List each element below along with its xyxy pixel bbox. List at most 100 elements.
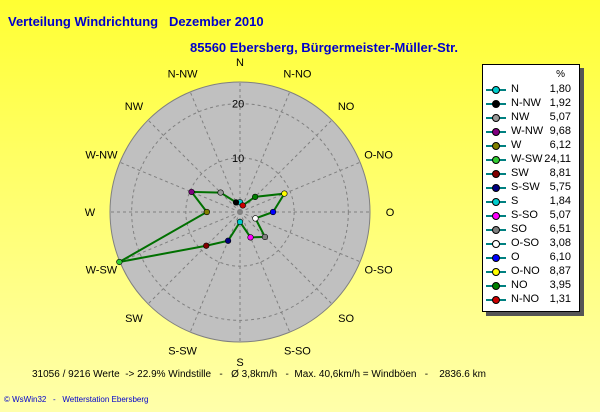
direction-label: W-NW xyxy=(85,150,118,162)
legend-name: N xyxy=(511,83,519,95)
ring-gridline xyxy=(185,157,295,267)
direction-label: S xyxy=(236,357,243,369)
legend-value: 6,51 xyxy=(549,223,571,235)
data-point xyxy=(188,188,195,196)
legend-item: N 1,80 xyxy=(483,83,579,97)
legend-name: SW xyxy=(511,167,529,179)
legend-item: NO 3,95 xyxy=(483,279,579,293)
legend-marker xyxy=(492,156,500,164)
legend-value: 8,87 xyxy=(549,265,571,277)
legend-marker xyxy=(492,100,500,108)
legend-marker xyxy=(492,198,500,206)
legend-name: NO xyxy=(511,279,528,291)
legend-item: O 6,10 xyxy=(483,251,579,265)
legend-marker xyxy=(492,114,500,122)
chart-title: Verteilung Windrichtung Dezember 2010 xyxy=(8,14,264,29)
legend-item: SW 8,81 xyxy=(483,167,579,181)
legend-value: 8,81 xyxy=(549,167,571,179)
legend-item: N-NW 1,92 xyxy=(483,97,579,111)
legend-value: 3,08 xyxy=(549,237,571,249)
radial-gridline xyxy=(119,211,241,263)
legend-marker xyxy=(492,240,500,248)
legend-name: S-SW xyxy=(511,181,540,193)
legend-item: SO 6,51 xyxy=(483,223,579,237)
data-point xyxy=(252,193,259,200)
legend-marker xyxy=(492,268,500,276)
legend-name: SO xyxy=(511,223,527,235)
legend-marker xyxy=(492,170,500,178)
legend-marker xyxy=(492,212,500,220)
legend: % N 1,80 N-NW 1,92 NW 5,07 W-NW 9,68 W 6,12 W-SW 24… xyxy=(482,64,580,312)
direction-label: W-SW xyxy=(86,264,118,276)
data-point xyxy=(239,202,246,209)
radial-tick-label: 10 xyxy=(232,153,244,165)
radial-gridline xyxy=(119,161,241,213)
legend-value: 1,92 xyxy=(549,97,571,109)
legend-value: 5,07 xyxy=(549,111,571,123)
direction-label: NW xyxy=(125,101,144,113)
legend-item: S-SW 5,75 xyxy=(483,181,579,195)
legend-name: NW xyxy=(511,111,530,123)
data-point xyxy=(281,190,288,197)
data-point xyxy=(247,234,254,241)
legend-value: 6,12 xyxy=(549,139,571,151)
direction-label: SW xyxy=(125,313,143,325)
direction-label: W xyxy=(85,207,96,219)
data-point xyxy=(232,199,240,206)
legend-value: 6,10 xyxy=(549,251,571,263)
legend-marker xyxy=(492,254,500,262)
legend-name: S-SO xyxy=(511,209,538,221)
legend-marker xyxy=(492,184,500,192)
legend-marker xyxy=(492,282,500,290)
legend-marker xyxy=(492,86,500,94)
ring-gridline xyxy=(131,103,349,321)
legend-value: 1,84 xyxy=(549,195,571,207)
footer-credit: © WsWin32 - Wetterstation Ebersberg xyxy=(4,395,149,404)
legend-name: N-NW xyxy=(511,97,541,109)
data-point xyxy=(116,258,123,266)
legend-marker xyxy=(492,226,500,234)
legend-name: S xyxy=(511,195,519,207)
station-subtitle: 85560 Ebersberg, Bürgermeister-Müller-St… xyxy=(190,40,459,55)
legend-name: O-SO xyxy=(511,237,540,249)
footer-stats: 31056 / 9216 Werte -> 22.9% Windstille -… xyxy=(32,369,486,380)
legend-item: S 1,84 xyxy=(483,195,579,209)
radial-gridline xyxy=(189,91,241,213)
legend-item: O-NO 8,87 xyxy=(483,265,579,279)
legend-item: W 6,12 xyxy=(483,139,579,153)
data-point xyxy=(269,208,277,216)
legend-value: 5,75 xyxy=(549,181,571,193)
legend-item: S-SO 5,07 xyxy=(483,209,579,223)
data-point xyxy=(236,218,244,226)
legend-name: W xyxy=(511,139,522,151)
data-point xyxy=(203,208,210,216)
data-point xyxy=(261,233,269,241)
direction-label: SO xyxy=(338,313,354,325)
legend-value: 24,11 xyxy=(544,153,571,165)
legend-item: W-NW 9,68 xyxy=(483,125,579,139)
legend-item: N-NO 1,31 xyxy=(483,293,579,307)
direction-label: N xyxy=(236,57,244,69)
legend-name: O-NO xyxy=(511,265,540,277)
data-point xyxy=(252,215,259,222)
direction-label: O-SO xyxy=(365,264,394,276)
legend-value: 9,68 xyxy=(549,125,571,137)
legend-unit: % xyxy=(556,69,565,80)
legend-name: N-NO xyxy=(511,293,540,305)
radial-gridline xyxy=(147,119,241,213)
legend-name: W-SW xyxy=(511,153,543,165)
data-point xyxy=(217,189,224,196)
legend-name: W-NW xyxy=(511,125,544,137)
direction-label: N-NW xyxy=(168,68,199,80)
data-point xyxy=(203,242,210,249)
direction-label: O-NO xyxy=(364,150,393,162)
direction-label: N-NO xyxy=(283,68,312,80)
radial-tick-label: 20 xyxy=(232,99,244,111)
direction-label: S-SO xyxy=(284,346,311,358)
legend-item: O-SO 3,08 xyxy=(483,237,579,251)
legend-name: O xyxy=(511,251,520,263)
legend-value: 1,31 xyxy=(549,293,571,305)
legend-item: NW 5,07 xyxy=(483,111,579,125)
legend-value: 1,80 xyxy=(549,83,571,95)
